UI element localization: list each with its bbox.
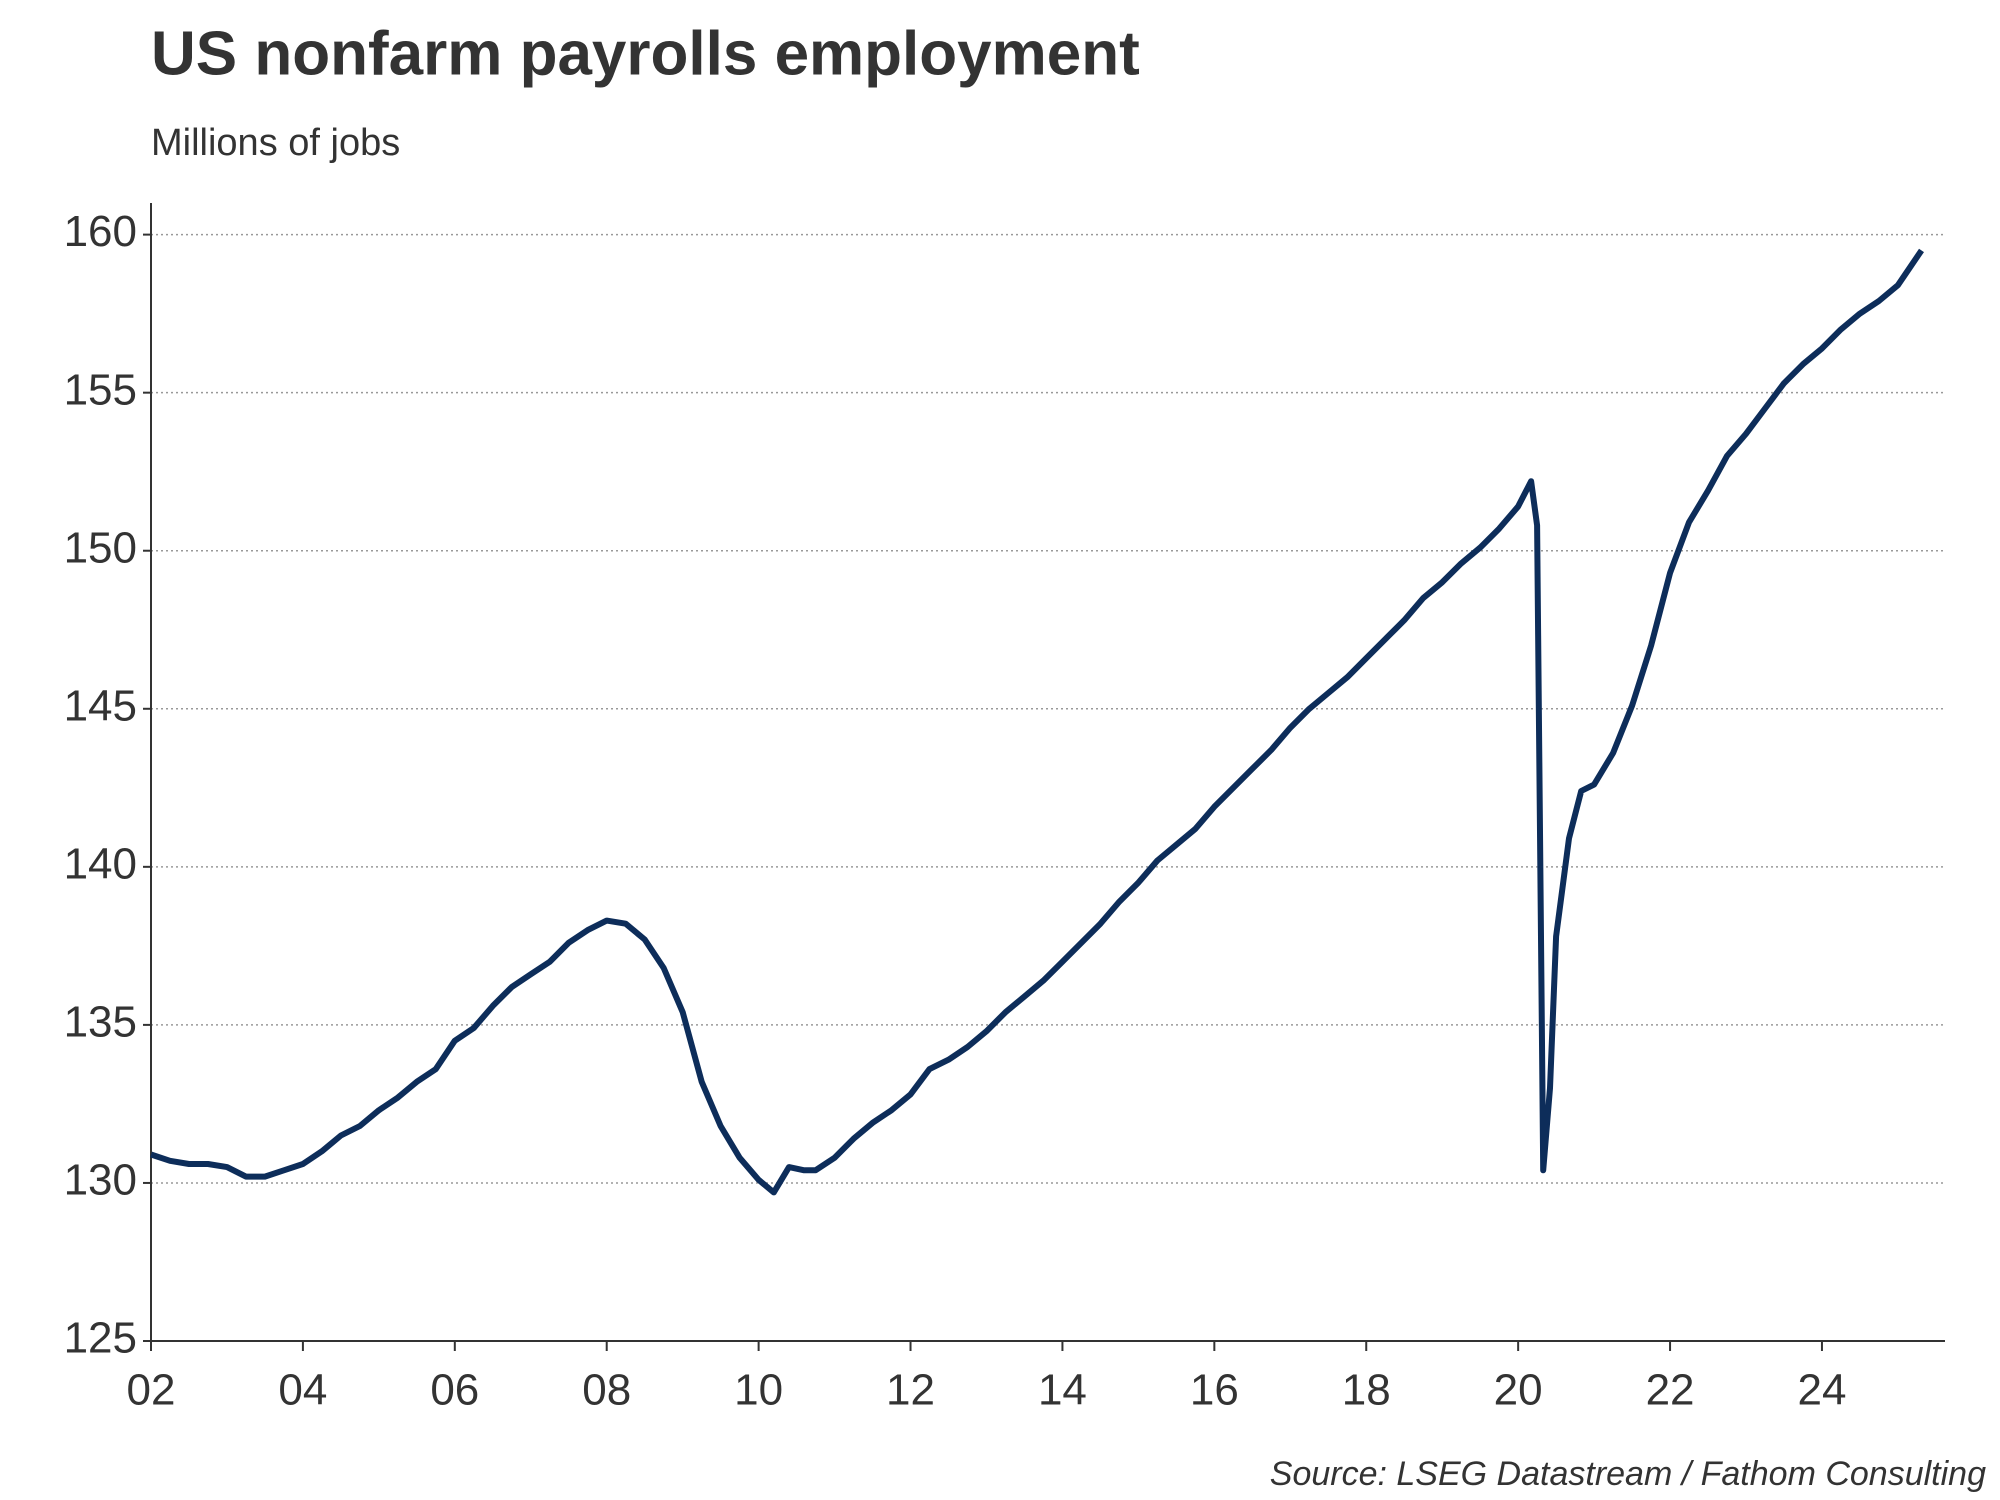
x-tick-label: 10 <box>734 1366 783 1415</box>
y-tick-label: 130 <box>64 1156 137 1205</box>
x-tick-label: 06 <box>430 1366 479 1415</box>
chart-title: US nonfarm payrolls employment <box>151 19 1140 88</box>
y-tick-label: 155 <box>64 365 137 414</box>
y-tick-label: 135 <box>64 998 137 1047</box>
x-tick-label: 02 <box>127 1366 176 1415</box>
x-tick-label: 18 <box>1342 1366 1391 1415</box>
x-tick-label: 04 <box>278 1366 327 1415</box>
y-tick-label: 140 <box>64 839 137 888</box>
x-tick-label: 20 <box>1494 1366 1543 1415</box>
y-tick-label: 145 <box>64 681 137 730</box>
x-tick-label: 24 <box>1797 1366 1846 1415</box>
series-line <box>150 248 1924 1196</box>
x-tick-label: 22 <box>1646 1366 1695 1415</box>
y-tick-label: 125 <box>64 1314 137 1363</box>
source-note: Source: LSEG Datastream / Fathom Consult… <box>1270 1455 1986 1493</box>
y-tick-label: 150 <box>64 523 137 572</box>
chart-subtitle: Millions of jobs <box>151 122 400 164</box>
x-tick-label: 14 <box>1038 1366 1087 1415</box>
x-tick-label: 16 <box>1190 1366 1239 1415</box>
x-tick-label: 12 <box>886 1366 935 1415</box>
x-tick-label: 08 <box>582 1366 631 1415</box>
y-tick-label: 160 <box>64 207 137 256</box>
